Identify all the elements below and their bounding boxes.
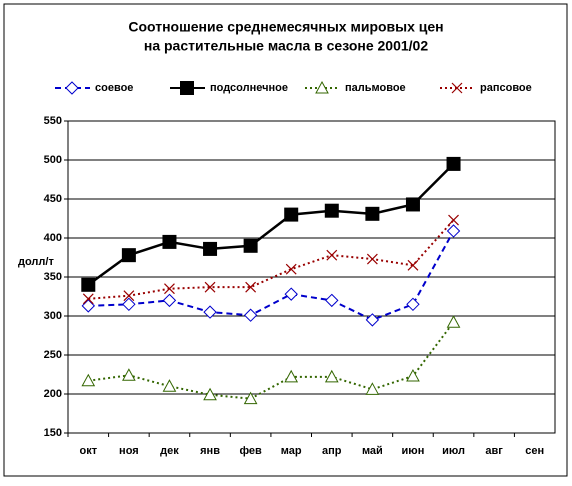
point [81, 299, 95, 313]
point [446, 315, 461, 328]
x-tick-label: дек [160, 445, 179, 457]
series-line [88, 230, 455, 321]
point [162, 234, 177, 249]
legend-marker [451, 82, 463, 94]
point [448, 214, 459, 226]
y-tick-label: 250 [44, 349, 62, 361]
x-tick-label: янв [200, 445, 220, 457]
series-line [88, 219, 455, 300]
y-tick-label: 450 [44, 193, 62, 205]
x-tick-label: сен [525, 445, 544, 457]
y-tick-label: 400 [44, 232, 62, 244]
point [243, 391, 258, 405]
point [204, 281, 216, 293]
point [406, 369, 420, 382]
point [326, 249, 338, 261]
legend-label: пальмовое [345, 82, 406, 94]
chart-title: на растительные масла в сезоне 2001/02 [144, 38, 428, 54]
point [366, 253, 378, 265]
point [365, 206, 380, 221]
chart-border [3, 3, 568, 477]
point [324, 203, 339, 218]
point [203, 305, 217, 319]
point [407, 259, 419, 271]
legend-label: соевое [95, 82, 133, 94]
point [122, 368, 136, 381]
point [284, 207, 299, 222]
legend-marker [180, 81, 194, 95]
point [365, 382, 380, 395]
point [405, 197, 420, 212]
x-tick-label: фев [239, 445, 262, 457]
point [164, 283, 175, 295]
point [122, 297, 136, 312]
point [245, 281, 257, 293]
y-tick-label: 200 [44, 388, 62, 400]
point [203, 241, 218, 256]
legend-label: рапсовое [480, 82, 532, 94]
point [243, 308, 258, 322]
point [203, 387, 217, 401]
point [81, 277, 96, 292]
point [81, 373, 96, 387]
point [284, 369, 299, 383]
x-tick-label: июн [402, 445, 425, 457]
x-tick-label: авг [485, 445, 503, 457]
y-tick-label: 150 [44, 427, 62, 439]
y-tick-label: 300 [44, 310, 62, 322]
point [123, 290, 135, 302]
point [324, 369, 339, 383]
point [162, 293, 177, 308]
chart-title: Соотношение среднемесячных мировых цен [128, 19, 443, 35]
point [243, 238, 258, 253]
x-tick-label: май [362, 445, 383, 457]
point [285, 263, 297, 275]
point [121, 248, 136, 263]
x-tick-label: мар [281, 445, 302, 457]
point [162, 379, 177, 392]
series-line [88, 321, 455, 400]
y-tick-label: 500 [44, 154, 62, 166]
x-tick-label: июл [442, 445, 465, 457]
y-tick-label: 550 [44, 115, 62, 127]
legend-marker [65, 81, 79, 95]
series-line [87, 163, 455, 286]
x-tick-label: ноя [119, 445, 139, 457]
legend-marker [315, 80, 329, 94]
y-tick-label: 350 [44, 271, 62, 283]
point [446, 156, 461, 171]
y-axis-label: долл/т [18, 256, 54, 268]
point [284, 287, 298, 301]
point [82, 293, 94, 305]
x-tick-label: апр [322, 445, 342, 457]
point [325, 293, 339, 308]
point [446, 224, 461, 238]
x-tick-label: окт [79, 445, 97, 457]
legend-label: подсолнечное [210, 82, 288, 94]
point [406, 297, 420, 312]
point [365, 313, 380, 327]
